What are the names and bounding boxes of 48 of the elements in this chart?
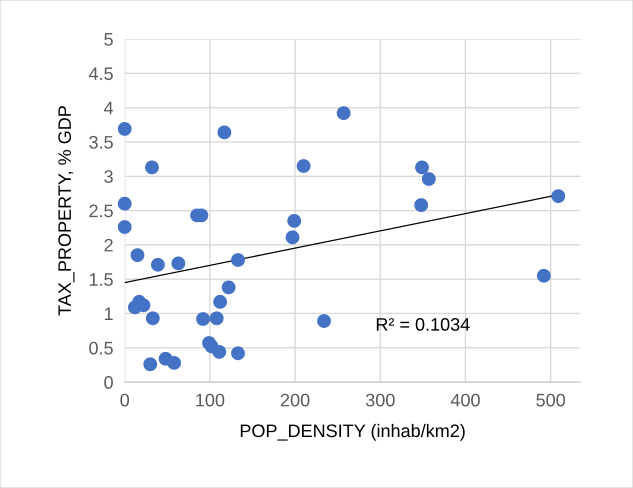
x-tick-label: 200 (280, 394, 310, 406)
point (143, 357, 158, 372)
point (536, 268, 551, 283)
y-tick-label: 1.5 (90, 273, 113, 286)
x-tick-label: 0 (120, 394, 130, 406)
point (213, 294, 228, 309)
point (210, 311, 224, 326)
point (151, 258, 165, 272)
point (414, 198, 428, 212)
y-tick-label: 4.5 (88, 67, 113, 80)
point (336, 106, 351, 120)
point (415, 160, 429, 174)
y-axis-title: TAX_PROPERTY, % GDP (58, 106, 74, 316)
point (171, 256, 186, 270)
y-tick-label: 0 (104, 376, 113, 389)
y-tick-label: 3 (104, 170, 113, 183)
y-tick-label: 2.5 (89, 204, 113, 218)
y-tick-label: 4 (104, 102, 114, 114)
point (145, 160, 159, 174)
point (231, 253, 245, 267)
x-axis-title: POP_DENSITY (inhab/km2) (240, 424, 465, 441)
point (231, 346, 245, 360)
point (317, 314, 331, 328)
point (146, 311, 160, 326)
point (217, 125, 232, 140)
point (296, 159, 311, 173)
point (158, 352, 172, 366)
y-tick-label: 2 (104, 238, 113, 252)
point (287, 214, 302, 228)
point (118, 220, 132, 234)
annotation: R² = 0.1034 (376, 318, 470, 331)
point (118, 122, 132, 136)
point (212, 345, 226, 359)
y-tick-label: 1 (104, 308, 113, 320)
x-tick-label: 400 (450, 394, 480, 406)
x-tick-label: 100 (196, 394, 224, 406)
y-tick-label: 5 (104, 33, 113, 46)
x-tick-label: 300 (366, 394, 395, 406)
point (118, 196, 132, 211)
point (551, 189, 566, 204)
y-tick-label: 0.5 (89, 342, 113, 355)
point (130, 248, 144, 262)
point (222, 280, 236, 294)
point (196, 312, 210, 326)
y-tick-label: 3.5 (89, 136, 113, 149)
point (286, 230, 300, 244)
x-tick-label: 500 (536, 394, 566, 406)
point (422, 172, 436, 186)
